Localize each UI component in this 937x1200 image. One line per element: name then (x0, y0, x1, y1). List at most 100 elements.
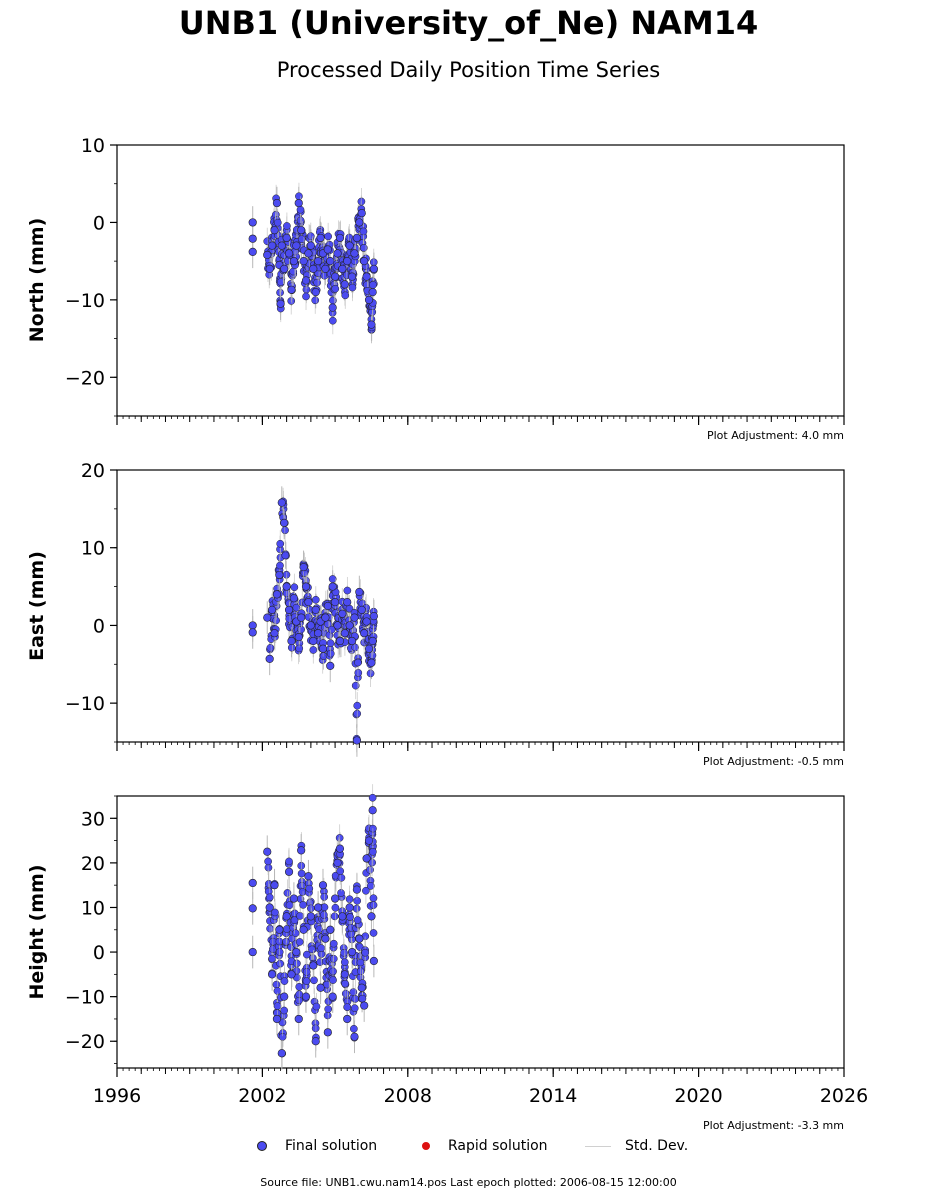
height-axis-label: Height (mm) (26, 864, 48, 1000)
north-final-point (348, 283, 357, 292)
height-final-point (360, 1001, 369, 1010)
north-final-point (340, 280, 349, 289)
height-final-point (294, 1014, 303, 1024)
east-final-point (280, 518, 289, 527)
east-final-point (281, 551, 290, 560)
north-final-point (369, 264, 378, 273)
height-final-point (285, 901, 294, 910)
legend-final: Final solution (257, 1138, 377, 1154)
height-final-point (341, 989, 350, 998)
east-final-point (326, 661, 335, 670)
east-final-point (357, 605, 366, 614)
east-final-point (297, 625, 305, 634)
east-y-tick-label: 20 (81, 460, 105, 482)
height-final-point (264, 857, 272, 866)
east-final-point (343, 586, 352, 595)
east-final-point (287, 636, 296, 646)
east-final-point (299, 563, 308, 572)
height-final-point (297, 846, 306, 855)
height-final-point (287, 970, 296, 979)
height-final-point (248, 947, 257, 957)
east-final-point (328, 582, 337, 591)
east-final-point (284, 605, 294, 614)
north-final-point (302, 292, 310, 301)
east-final-point (360, 629, 369, 638)
height-final-point (302, 977, 311, 985)
north-final-point (343, 257, 352, 266)
height-final-point (297, 869, 306, 878)
north-final-point (301, 276, 311, 285)
height-final-point (305, 884, 314, 893)
north-y-tick-label: −20 (65, 367, 105, 389)
east-final-point (263, 613, 272, 622)
east-y-tick-label: −10 (65, 693, 105, 715)
north-final-point (287, 285, 296, 294)
height-final-point (329, 976, 337, 984)
north-final-point (323, 245, 332, 254)
north-final-point (369, 281, 377, 289)
height-final-point (285, 857, 293, 866)
east-final-point (352, 736, 362, 745)
legend-final-label: Final solution (285, 1138, 378, 1154)
height-final-point (362, 886, 370, 895)
height-plot-adjustment: Plot Adjustment: -3.3 mm (703, 1119, 844, 1132)
north-final-point (324, 232, 332, 241)
height-final-point (268, 954, 276, 963)
height-final-point (304, 872, 313, 881)
east-final-point (267, 605, 277, 614)
north-final-point (333, 249, 342, 258)
height-final-point (267, 970, 277, 979)
height-y-tick-label: 0 (93, 942, 105, 964)
north-final-point (306, 241, 315, 250)
height-final-point (314, 903, 323, 912)
height-final-point (323, 980, 331, 989)
north-final-point (359, 227, 368, 236)
height-final-point (361, 948, 370, 957)
height-plot-frame (116, 795, 845, 1069)
north-final-point (355, 218, 364, 227)
height-final-point (350, 1024, 358, 1033)
height-final-point (347, 947, 357, 957)
north-plot-frame (116, 144, 845, 417)
north-final-point (248, 218, 257, 227)
east-final-point (266, 644, 275, 652)
height-final-point (301, 992, 311, 1001)
north-final-point (299, 257, 308, 266)
north-final-point (321, 264, 330, 273)
x-tick-label: 2002 (238, 1085, 286, 1107)
height-final-point (291, 929, 300, 938)
north-final-point (297, 226, 306, 235)
rapid-solution-marker-icon (422, 1142, 430, 1150)
x-tick-label: 2026 (820, 1085, 868, 1107)
height-final-point (308, 945, 316, 954)
height-final-point (358, 994, 367, 1003)
north-final-point (352, 233, 362, 243)
height-final-point (331, 903, 340, 912)
height-final-point (349, 988, 358, 996)
east-final-point (297, 613, 306, 622)
height-final-point (340, 948, 348, 957)
east-final-point (276, 539, 285, 548)
east-final-point (290, 583, 299, 592)
height-final-point (273, 1002, 282, 1010)
east-final-point (364, 644, 374, 653)
north-final-point (304, 249, 313, 258)
height-final-point (366, 882, 375, 890)
source-footer: Source file: UNB1.cwu.nam14.pos Last epo… (260, 1176, 677, 1189)
height-final-point (272, 1014, 282, 1024)
north-final-point (248, 247, 257, 256)
height-final-point (299, 925, 308, 934)
height-final-point (299, 901, 307, 909)
height-final-point (282, 912, 291, 921)
height-final-point (336, 867, 345, 875)
east-final-point (292, 603, 301, 612)
height-final-point (295, 982, 304, 991)
east-final-point (338, 609, 347, 618)
east-final-point (321, 613, 330, 622)
north-final-point (294, 198, 303, 208)
height-final-point (335, 844, 345, 853)
east-final-point (368, 636, 377, 646)
height-final-point (345, 903, 354, 912)
north-final-point (335, 233, 345, 243)
east-final-point (309, 646, 318, 654)
